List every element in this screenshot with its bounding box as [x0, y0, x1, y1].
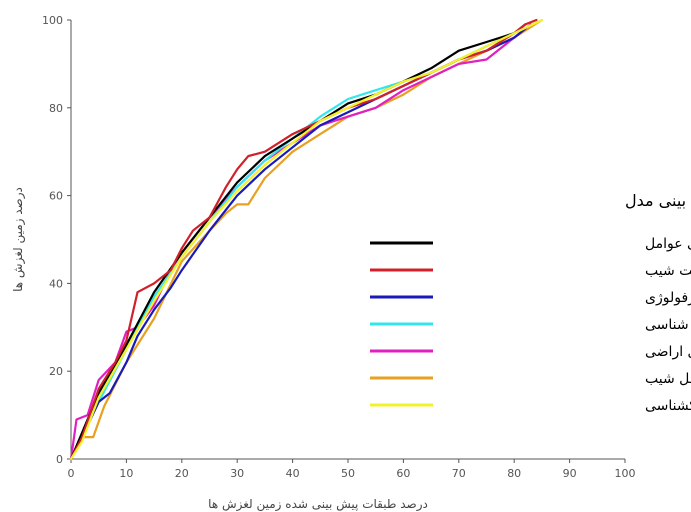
- legend-label-6: بدون عامل خاکشناسی: [645, 398, 691, 414]
- x-tick-label: 0: [68, 467, 75, 480]
- x-tick-label: 60: [396, 467, 410, 480]
- series-line-0: [69, 23, 527, 461]
- legend-label-3: بدون عامل سنگ شناسی: [645, 316, 691, 333]
- legend-label-2: بدون عامل ژئومورفولوژی: [645, 290, 691, 306]
- legend-title: میزان دقت پیش بینی مدل: [625, 191, 691, 211]
- x-tick-label: 90: [563, 467, 577, 480]
- y-tick-label: 20: [49, 365, 63, 378]
- x-tick-label: 30: [230, 467, 244, 480]
- y-tick-label: 80: [49, 102, 63, 115]
- axes: 0 10 20 30 40 50 60 70 80 90 100 0 20 40 60 80 100 درصد ط…: [11, 14, 636, 512]
- y-axis-title: درصد زمین لغزش ها: [11, 187, 26, 292]
- x-tick-label: 100: [615, 467, 636, 480]
- legend: میزان دقت پیش بینی مدل تمامی عوامل بدون عا…: [370, 191, 691, 414]
- series-line-6: [69, 18, 543, 461]
- legend-label-5: بدون عامل شیب: [645, 371, 691, 387]
- x-tick-label: 10: [119, 467, 133, 480]
- legend-label-1: بدون عامل جهت شیب: [645, 263, 691, 279]
- x-tick-label: 50: [341, 467, 355, 480]
- y-tick-label: 0: [56, 453, 63, 466]
- x-tick-label: 80: [507, 467, 521, 480]
- legend-label-4: بدون عامل کاربری اراضی: [645, 344, 691, 360]
- x-tick-label: 70: [452, 467, 466, 480]
- legend-label-0: تمامی عوامل: [645, 236, 691, 252]
- y-tick-label: 100: [42, 14, 63, 27]
- x-axis-title: درصد طبقات پیش بینی شده زمین لغزش ها: [208, 497, 428, 512]
- x-tick-label: 40: [286, 467, 300, 480]
- data-lines: [69, 18, 543, 461]
- y-tick-label: 60: [49, 190, 63, 203]
- x-tick-label: 20: [175, 467, 189, 480]
- y-tick-label: 40: [49, 277, 63, 290]
